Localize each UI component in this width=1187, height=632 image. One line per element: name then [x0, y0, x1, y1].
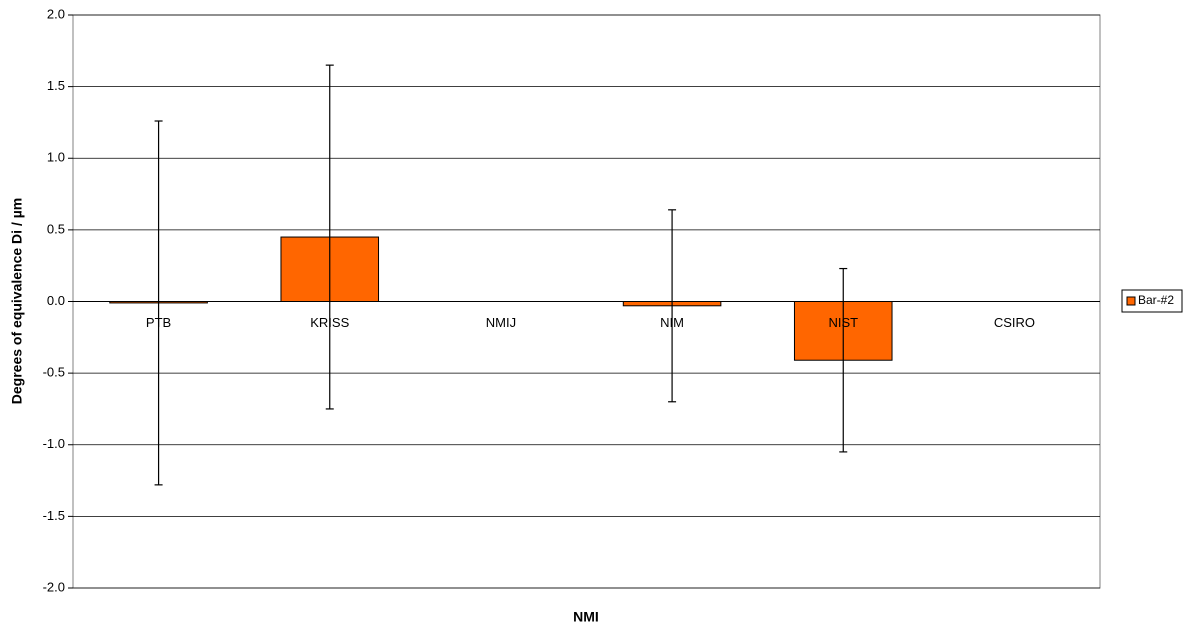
x-tick-label: NIST: [828, 315, 858, 330]
y-tick-label: 0.5: [47, 221, 65, 236]
y-tick-label: -2.0: [43, 579, 65, 594]
error-bar: [668, 209, 677, 403]
y-tick-label: 2.0: [47, 6, 65, 21]
x-axis-label: NMI: [573, 609, 599, 625]
y-tick-label: -1.0: [43, 436, 65, 451]
y-tick-label: -0.5: [43, 365, 65, 380]
y-tick-label: 1.0: [47, 150, 65, 165]
legend-label: Bar-#2: [1138, 293, 1174, 307]
x-tick-label: CSIRO: [994, 315, 1035, 330]
error-bar: [154, 120, 163, 486]
legend-swatch: [1126, 296, 1136, 306]
x-tick-label: NMIJ: [486, 315, 516, 330]
y-axis-label: Degrees of equivalence Di / µm: [9, 198, 25, 404]
y-tick-label: -1.5: [43, 508, 65, 523]
error-bar: [325, 64, 334, 410]
y-tick-label: 1.5: [47, 78, 65, 93]
legend-box: [1121, 289, 1183, 313]
error-bar: [839, 267, 848, 453]
x-tick-label: KRISS: [310, 315, 349, 330]
y-tick-label: 0.0: [47, 293, 65, 308]
x-tick-label: PTB: [146, 315, 171, 330]
x-tick-label: NIM: [660, 315, 684, 330]
